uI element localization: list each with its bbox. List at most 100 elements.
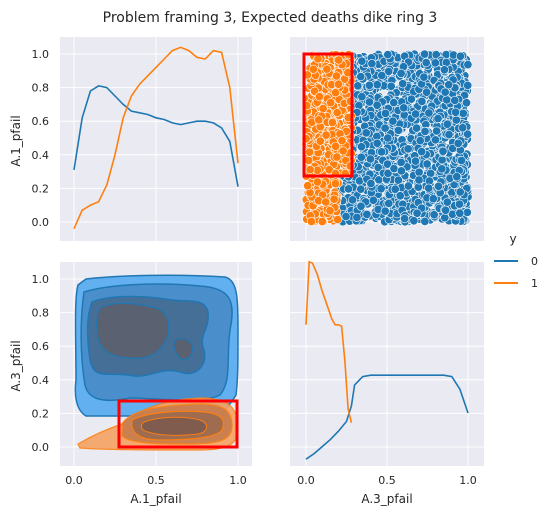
scatter-point-0 [439, 65, 449, 75]
scatter-point-0 [382, 159, 392, 169]
scatter-point-0 [422, 87, 432, 97]
scatter-point-0 [409, 216, 419, 226]
scatter-point-0 [383, 50, 393, 60]
scatter-point-0 [406, 94, 416, 104]
ytick-bottom: 0.2 [32, 407, 50, 420]
scatter-point-0 [356, 184, 366, 194]
scatter-point-0 [352, 212, 362, 222]
scatter-point-0 [424, 183, 434, 193]
scatter-point-0 [440, 213, 450, 223]
scatter-point-0 [456, 156, 466, 166]
scatter-point-0 [403, 144, 413, 154]
scatter-point-0 [442, 197, 452, 207]
scatter-point-1 [315, 136, 325, 146]
legend-title: y [509, 232, 516, 246]
scatter-point-0 [372, 138, 382, 148]
xlabel-bottom-left: A.1_pfail [130, 492, 181, 506]
scatter-point-0 [415, 136, 425, 146]
scatter-point-0 [454, 199, 464, 209]
scatter-point-0 [451, 115, 461, 125]
scatter-point-0 [390, 184, 400, 194]
scatter-point-0 [380, 206, 390, 216]
scatter-point-0 [463, 80, 473, 90]
scatter-point-0 [452, 172, 462, 182]
scatter-point-0 [341, 212, 351, 222]
scatter-point-0 [357, 92, 367, 102]
ytick-top: 0.6 [32, 115, 50, 128]
scatter-point-0 [421, 58, 431, 68]
scatter-point-0 [393, 125, 403, 135]
xtick-right: 0.0 [297, 474, 315, 487]
scatter-point-1 [327, 118, 337, 128]
scatter-point-0 [444, 80, 454, 90]
scatter-point-0 [437, 164, 447, 174]
ytick-top: 1.0 [32, 48, 50, 61]
scatter-point-0 [373, 163, 383, 173]
scatter-point-0 [442, 95, 452, 105]
scatter-point-0 [383, 168, 393, 178]
scatter-point-0 [412, 208, 422, 218]
scatter-point-0 [348, 195, 358, 205]
xtick-right: 1.0 [459, 474, 477, 487]
scatter-point-0 [357, 56, 367, 66]
scatter-point-0 [458, 108, 468, 118]
scatter-point-1 [325, 206, 335, 216]
scatter-point-0 [420, 216, 430, 226]
scatter-point-0 [417, 147, 427, 157]
legend-label-1: 1 [531, 277, 538, 290]
chart-title: Problem framing 3, Expected deaths dike … [103, 10, 438, 26]
scatter-point-0 [410, 156, 420, 166]
scatter-point-1 [322, 64, 332, 74]
scatter-point-0 [355, 176, 365, 186]
xtick-right: 0.5 [378, 474, 396, 487]
scatter-highlight-box [302, 52, 354, 178]
scatter-point-0 [372, 80, 382, 90]
scatter-point-0 [414, 167, 424, 177]
xtick-left: 0.5 [147, 474, 165, 487]
scatter-point-0 [455, 187, 465, 197]
scatter-point-0 [395, 191, 405, 201]
scatter-point-0 [455, 208, 465, 218]
scatter-point-0 [384, 198, 394, 208]
scatter-point-1 [305, 165, 315, 175]
scatter-point-0 [419, 72, 429, 82]
scatter-point-1 [314, 92, 324, 102]
scatter-point-0 [403, 181, 413, 191]
ytick-bottom: 1.0 [32, 273, 50, 286]
kde-line-A1-series-1 [73, 46, 239, 230]
kde2d-class1-level4 [140, 416, 207, 436]
scatter-point-0 [356, 72, 366, 82]
scatter-point-0 [398, 79, 408, 89]
scatter-point-0 [455, 51, 465, 61]
scatter-point-0 [417, 96, 427, 106]
scatter-point-0 [463, 129, 473, 139]
scatter-point-0 [430, 58, 440, 68]
scatter-point-1 [321, 130, 331, 140]
scatter-point-0 [362, 209, 372, 219]
kde-line-A3-series-1 [305, 260, 353, 423]
legend-label-0: 0 [531, 255, 538, 268]
scatter-point-0 [361, 128, 371, 138]
scatter-point-0 [438, 146, 448, 156]
scatter-point-1 [303, 181, 313, 191]
scatter-point-0 [437, 155, 447, 165]
scatter-point-1 [313, 54, 323, 64]
scatter-point-0 [396, 68, 406, 78]
ytick-top: 0.2 [32, 182, 50, 195]
scatter-point-1 [332, 152, 342, 162]
scatter-point-0 [372, 100, 382, 110]
scatter-point-1 [333, 215, 343, 225]
scatter-point-0 [365, 154, 375, 164]
scatter-point-0 [414, 175, 424, 185]
scatter-point-0 [433, 114, 443, 124]
scatter-point-0 [411, 109, 421, 119]
xlabel-bottom-right: A.3_pfail [361, 492, 412, 506]
scatter-point-0 [377, 147, 387, 157]
scatter-point-1 [331, 141, 341, 151]
kde2d-class0-level5 [173, 338, 193, 361]
scatter-point-1 [337, 136, 347, 146]
scatter-point-0 [386, 81, 396, 91]
kde2d-highlight-box [117, 399, 239, 449]
kde-lines [73, 46, 469, 460]
scatter-point-0 [412, 123, 422, 133]
